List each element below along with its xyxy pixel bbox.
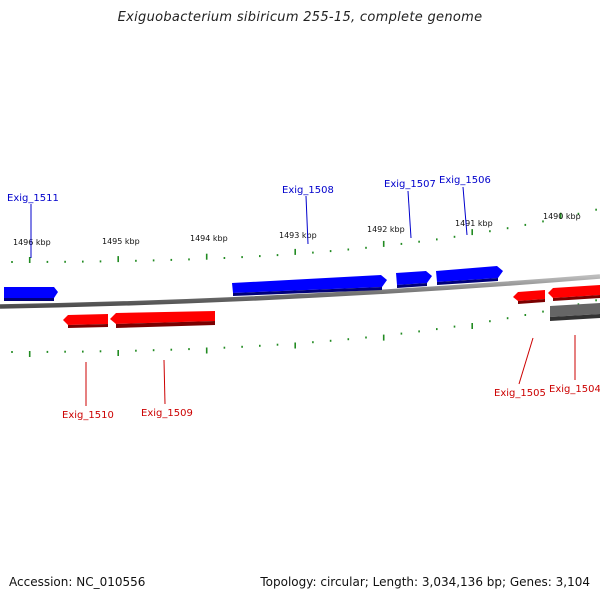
gene-label: Exig_1508 <box>282 185 334 196</box>
gene-labels: Exig_1511 Exig_1508 Exig_1507 Exig_1506 … <box>7 175 600 421</box>
gene-exig-1508[interactable] <box>232 275 387 296</box>
tick-marks <box>11 208 597 357</box>
gene-label-leader <box>462 186 468 236</box>
gene-label: Exig_1511 <box>7 193 59 204</box>
gene-label: Exig_1506 <box>439 175 491 186</box>
ruler-label: 1495 kbp <box>102 237 140 246</box>
gene-exig-1504[interactable] <box>548 285 600 301</box>
ruler-label: 1494 kbp <box>190 234 228 243</box>
ruler-label: 1492 kbp <box>367 225 405 234</box>
gene-exig-1506[interactable] <box>436 266 503 285</box>
gene-label-leader <box>305 195 309 245</box>
map-title: Exiguobacterium sibiricum 255-15, comple… <box>117 10 483 25</box>
gene-label: Exig_1507 <box>384 179 436 190</box>
genome-backbone <box>0 274 600 309</box>
gene-features <box>4 266 600 328</box>
ruler-label: 1491 kbp <box>455 219 493 228</box>
ruler-label: 1490 kbp <box>543 212 581 221</box>
accession-text: Accession: NC_010556 <box>9 575 146 589</box>
gene-exig-1510[interactable] <box>63 314 108 328</box>
gene-exig-1505[interactable] <box>513 290 545 304</box>
gene-label: Exig_1510 <box>62 410 114 421</box>
ruler-labels: 1496 kbp 1495 kbp 1494 kbp 1493 kbp 1492… <box>13 212 581 247</box>
gene-label-leader <box>163 359 166 405</box>
gene-label: Exig_1504 <box>549 384 600 395</box>
ruler-label: 1493 kbp <box>279 231 317 240</box>
gene-exig-1507[interactable] <box>396 271 432 288</box>
gene-other-feature[interactable] <box>550 303 600 321</box>
ruler-label: 1496 kbp <box>13 238 51 247</box>
gene-label-leader <box>518 337 534 385</box>
gene-label: Exig_1509 <box>141 408 193 419</box>
forward-gene-unlabeled[interactable] <box>4 287 58 301</box>
genome-summary-text: Topology: circular; Length: 3,034,136 bp… <box>260 575 590 589</box>
gene-exig-1509[interactable] <box>110 311 215 328</box>
gene-label-leader <box>407 190 412 239</box>
gene-label: Exig_1505 <box>494 388 546 399</box>
